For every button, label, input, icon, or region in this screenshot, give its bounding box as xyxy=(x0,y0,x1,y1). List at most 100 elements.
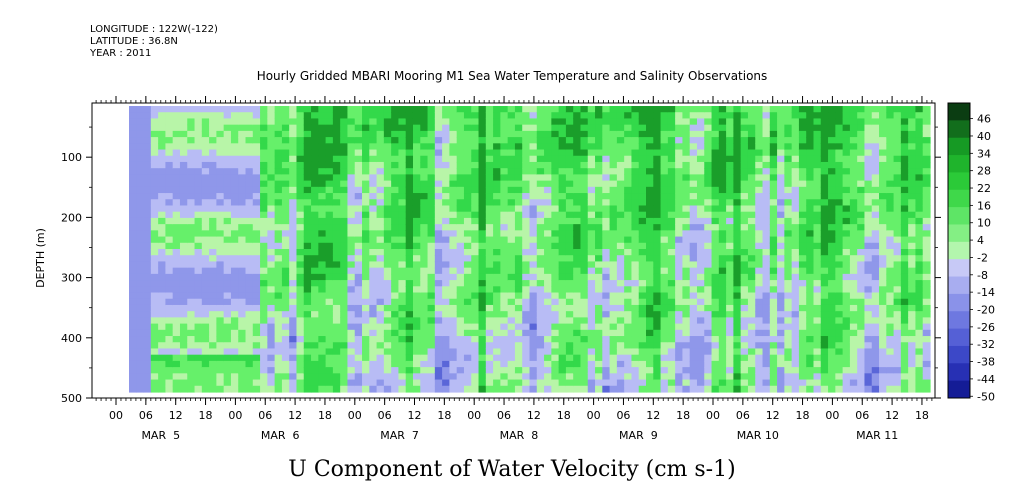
heatmap-cell xyxy=(769,242,778,250)
heatmap-cell xyxy=(762,230,771,238)
heatmap-cell xyxy=(769,267,778,275)
heatmap-cell xyxy=(551,317,560,325)
heatmap-cell xyxy=(456,311,465,318)
heatmap-cell xyxy=(354,155,363,163)
heatmap-cell xyxy=(595,186,603,194)
heatmap-cell xyxy=(893,236,902,244)
heatmap-cell xyxy=(311,360,319,368)
heatmap-cell xyxy=(696,354,705,362)
heatmap-cell xyxy=(158,379,167,387)
heatmap-cell xyxy=(267,124,276,132)
heatmap-cell xyxy=(514,317,523,325)
heatmap-cell xyxy=(689,180,698,188)
heatmap-cell xyxy=(456,304,465,312)
heatmap-cell xyxy=(252,273,261,281)
heatmap-cell xyxy=(471,236,480,244)
heatmap-cell xyxy=(332,286,341,294)
heatmap-cell xyxy=(158,186,167,194)
heatmap-cell xyxy=(544,155,552,163)
heatmap-cell xyxy=(143,323,152,331)
heatmap-cell xyxy=(230,317,239,325)
heatmap-cell xyxy=(893,168,902,175)
heatmap-cell xyxy=(405,130,414,138)
heatmap-cell xyxy=(354,242,363,250)
heatmap-cell xyxy=(806,311,815,318)
heatmap-cell xyxy=(857,112,866,120)
heatmap-cell xyxy=(325,261,334,269)
heatmap-cell xyxy=(580,112,589,120)
heatmap-cell xyxy=(194,199,203,207)
heatmap-cell xyxy=(267,199,276,207)
heatmap-cell xyxy=(136,342,145,350)
heatmap-cell xyxy=(784,242,793,250)
heatmap-cell xyxy=(638,323,647,331)
heatmap-cell xyxy=(536,342,545,350)
heatmap-cell xyxy=(252,242,261,250)
heatmap-cell xyxy=(886,317,895,325)
heatmap-cell xyxy=(150,323,159,331)
heatmap-cell xyxy=(806,317,815,325)
heatmap-cell xyxy=(747,286,756,294)
heatmap-cell xyxy=(500,298,509,306)
heatmap-cell xyxy=(136,112,145,120)
heatmap-cell xyxy=(252,379,261,387)
heatmap-cell xyxy=(296,112,305,120)
heatmap-cell xyxy=(544,267,552,275)
heatmap-cell xyxy=(886,186,895,194)
heatmap-cell xyxy=(398,311,407,318)
heatmap-cell xyxy=(886,149,895,157)
heatmap-cell xyxy=(158,342,167,350)
heatmap-cell xyxy=(580,304,589,312)
heatmap-cell xyxy=(252,230,261,238)
heatmap-cell xyxy=(784,217,793,225)
heatmap-cell xyxy=(172,155,181,163)
heatmap-cell xyxy=(383,298,392,306)
heatmap-cell xyxy=(471,130,480,138)
heatmap-cell xyxy=(624,336,633,343)
heatmap-cell xyxy=(842,298,851,306)
heatmap-cell xyxy=(551,199,560,207)
heatmap-cell xyxy=(529,373,538,381)
heatmap-cell xyxy=(747,255,756,263)
heatmap-cell xyxy=(587,106,596,113)
heatmap-cell xyxy=(879,124,887,132)
heatmap-cell xyxy=(158,205,167,213)
heatmap-cell xyxy=(289,354,298,362)
heatmap-cell xyxy=(646,155,654,163)
heatmap-cell xyxy=(529,193,538,200)
heatmap-cell xyxy=(522,273,531,281)
heatmap-cell xyxy=(842,385,851,393)
heatmap-cell xyxy=(376,348,385,356)
heatmap-cell xyxy=(791,143,800,151)
heatmap-cell xyxy=(784,286,793,294)
heatmap-cell xyxy=(129,329,137,337)
heatmap-cell xyxy=(529,317,538,325)
heatmap-cell xyxy=(252,149,261,157)
heatmap-cell xyxy=(879,224,887,231)
heatmap-cell xyxy=(500,286,509,294)
heatmap-cell xyxy=(500,304,509,312)
heatmap-cell xyxy=(405,174,414,182)
heatmap-cell xyxy=(201,242,210,250)
heatmap-cell xyxy=(777,180,785,188)
heatmap-cell xyxy=(580,292,589,300)
heatmap-cell xyxy=(347,118,356,126)
heatmap-cell xyxy=(354,342,363,350)
heatmap-cell xyxy=(340,367,349,374)
heatmap-cell xyxy=(616,217,625,225)
heatmap-cell xyxy=(609,186,618,194)
heatmap-cell xyxy=(252,311,261,318)
heatmap-cell xyxy=(886,273,895,281)
heatmap-cell xyxy=(777,130,785,138)
heatmap-cell xyxy=(471,323,480,331)
heatmap-cell xyxy=(791,360,800,368)
heatmap-cell xyxy=(383,304,392,312)
heatmap-cell xyxy=(267,180,276,188)
heatmap-cell xyxy=(354,236,363,244)
heatmap-cell xyxy=(740,193,749,200)
heatmap-cell xyxy=(616,367,625,374)
heatmap-cell xyxy=(682,230,691,238)
heatmap-cell xyxy=(777,261,785,269)
heatmap-cell xyxy=(296,367,305,374)
heatmap-cell xyxy=(332,292,341,300)
